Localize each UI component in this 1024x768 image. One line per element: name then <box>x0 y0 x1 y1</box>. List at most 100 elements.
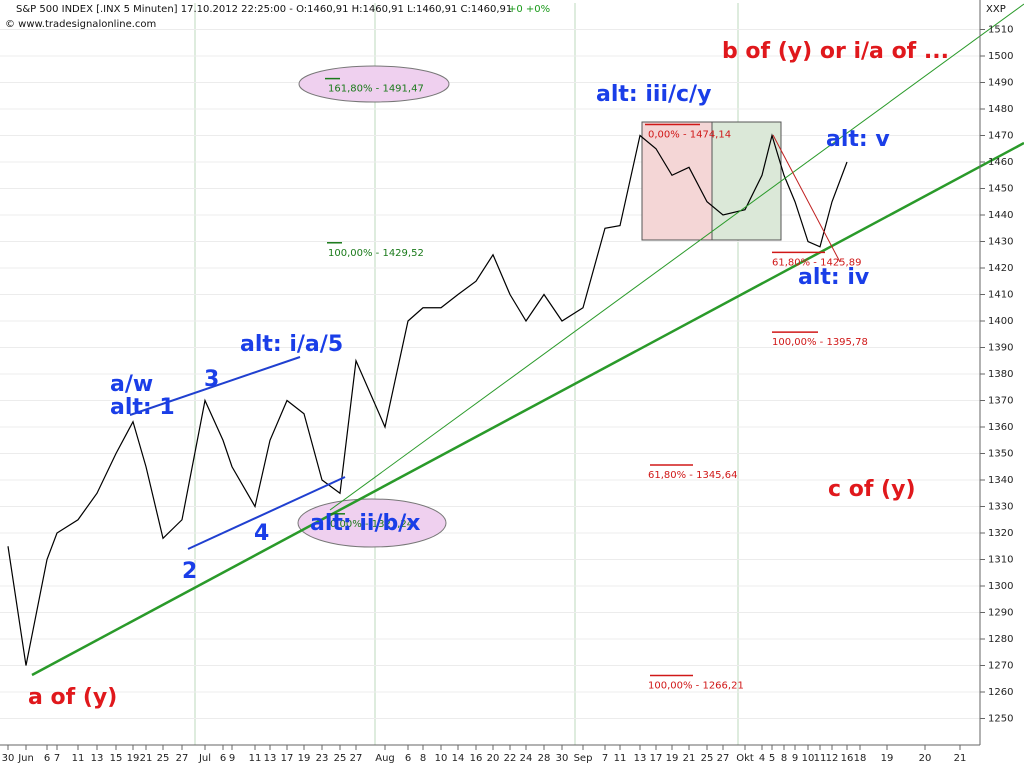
y-tick-label: 1450 <box>988 184 1013 195</box>
x-tick-label: 6 <box>220 753 226 764</box>
x-tick-label: 10 <box>435 753 448 764</box>
x-tick-label: 17 <box>650 753 663 764</box>
x-tick-label: 19 <box>298 753 311 764</box>
x-tick-label: 7 <box>54 753 60 764</box>
fib-label: 100,00% - 1395,78 <box>772 337 868 348</box>
wave-label: b of (y) or i/a of ... <box>722 39 949 64</box>
y-tick-label: 1390 <box>988 343 1013 354</box>
wave-label: a of (y) <box>28 685 117 710</box>
x-tick-label: 7 <box>602 753 608 764</box>
x-tick-label: 21 <box>683 753 696 764</box>
y-tick-label: 1370 <box>988 396 1013 407</box>
annotations: b of (y) or i/a of ... alt: iii/c/y alt: v… <box>28 39 949 710</box>
x-tick-label: 14 <box>452 753 465 764</box>
fib-label: 100,00% - 1429,52 <box>328 248 424 259</box>
wave-line <box>129 356 301 416</box>
range-box <box>641 121 713 241</box>
y-tick-label: 1350 <box>988 449 1013 460</box>
highlight-ellipse <box>297 498 447 548</box>
grid <box>0 29 980 719</box>
wave-label: alt: i/a/5 <box>240 332 343 357</box>
symbol: XXP <box>986 4 1006 15</box>
wave-label: a/w <box>110 372 153 397</box>
y-tick-label: 1340 <box>988 475 1013 486</box>
wave-label: alt: 1 <box>110 395 175 420</box>
x-tick-label: 20 <box>487 753 500 764</box>
x-tick-label: 9 <box>792 753 798 764</box>
y-tick-label: 1310 <box>988 555 1013 566</box>
y-tick-label: 1460 <box>988 157 1013 168</box>
x-tick-label: 4 <box>759 753 765 764</box>
wave-label: c of (y) <box>828 477 916 502</box>
x-tick-label: 5 <box>769 753 775 764</box>
y-tick-label: 1290 <box>988 608 1013 619</box>
trend-line <box>329 3 1024 511</box>
x-tick-label: 9 <box>229 753 235 764</box>
x-tick-label: 22 <box>504 753 517 764</box>
x-tick-label: Sep <box>574 753 593 764</box>
header-change: +0 +0% <box>508 4 550 15</box>
y-tick-label: 1510 <box>988 25 1013 36</box>
fib-label: 100,00% - 1266,21 <box>648 681 744 692</box>
x-tick-label: 16 <box>470 753 483 764</box>
x-tick-label: 6 <box>44 753 50 764</box>
x-tick-label: Okt <box>736 753 754 764</box>
axis-labels: 1250126012701280129013001310132013301340… <box>2 25 1014 765</box>
x-tick-label: 21 <box>954 753 967 764</box>
x-tick-label: 17 <box>281 753 294 764</box>
x-tick-label: Aug <box>375 753 395 764</box>
x-tick-label: 25 <box>701 753 714 764</box>
wave-label: 4 <box>254 521 269 546</box>
y-tick-label: 1260 <box>988 687 1013 698</box>
wave-label: 3 <box>204 367 219 392</box>
x-tick-label: 13 <box>634 753 647 764</box>
x-tick-label: 19 <box>127 753 140 764</box>
x-tick-label: 8 <box>420 753 426 764</box>
y-tick-label: 1300 <box>988 581 1013 592</box>
x-tick-label: 13 <box>264 753 277 764</box>
x-tick-label: 10 <box>802 753 815 764</box>
x-tick-label: 11 <box>72 753 85 764</box>
header-title: S&P 500 INDEX [.INX 5 Minuten] 17.10.201… <box>16 4 512 15</box>
x-tick-label: 23 <box>316 753 329 764</box>
x-tick-label: Jul <box>198 753 211 764</box>
x-tick-label: 25 <box>157 753 170 764</box>
x-tick-label: 30 <box>556 753 569 764</box>
x-tick-label: 24 <box>520 753 533 764</box>
y-tick-label: 1320 <box>988 528 1013 539</box>
fib-label: 61,80% - 1345,64 <box>648 470 737 481</box>
x-tick-label: 21 <box>140 753 153 764</box>
x-tick-label: 8 <box>781 753 787 764</box>
y-tick-label: 1470 <box>988 131 1013 142</box>
y-tick-label: 1500 <box>988 51 1013 62</box>
y-tick-label: 1420 <box>988 263 1013 274</box>
fib-label: 161,80% - 1491,47 <box>328 84 424 95</box>
x-tick-label: 11 <box>614 753 627 764</box>
fib-label: 0,00% - 1474,14 <box>648 130 731 141</box>
x-tick-label: 19 <box>666 753 679 764</box>
x-tick-label: 16 <box>841 753 854 764</box>
y-tick-label: 1270 <box>988 661 1013 672</box>
y-tick-label: 1430 <box>988 237 1013 248</box>
y-tick-label: 1440 <box>988 210 1013 221</box>
x-tick-label: 6 <box>405 753 411 764</box>
trend-line <box>31 141 1024 677</box>
y-tick-label: 1410 <box>988 290 1013 301</box>
highlight-ellipse <box>298 65 450 103</box>
wave-label: alt: iv <box>798 265 870 290</box>
x-tick-label: 11 <box>249 753 262 764</box>
y-tick-label: 1330 <box>988 502 1013 513</box>
wave-line <box>187 476 346 550</box>
y-tick-label: 1400 <box>988 316 1013 327</box>
fib-label: 61,80% - 1425,89 <box>772 257 861 268</box>
x-tick-label: 13 <box>91 753 104 764</box>
y-tick-label: 1360 <box>988 422 1013 433</box>
x-tick-label: 27 <box>717 753 730 764</box>
y-tick-label: 1490 <box>988 78 1013 89</box>
x-tick-label: 11 <box>814 753 827 764</box>
wave-label: alt: v <box>826 127 890 152</box>
y-tick-label: 1280 <box>988 634 1013 645</box>
x-tick-label: 27 <box>350 753 363 764</box>
